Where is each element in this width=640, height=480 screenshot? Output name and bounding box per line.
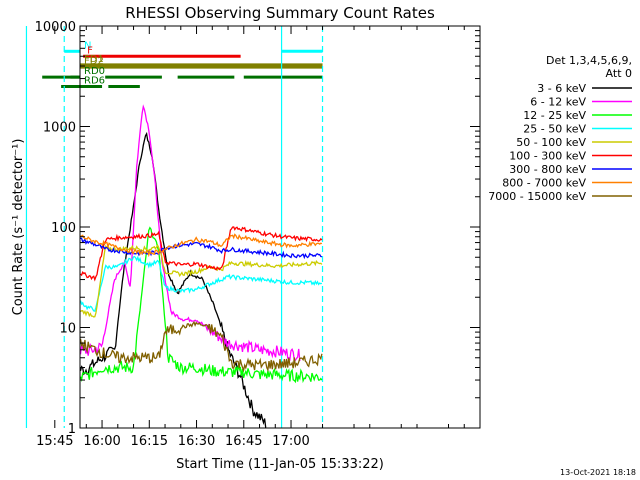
- x-axis-label: Start Time (11-Jan-05 15:33:22): [176, 457, 384, 472]
- x-tick-label: 16:15: [131, 434, 168, 449]
- legend-entry-label: 12 - 25 keV: [523, 109, 586, 122]
- y-tick-label: 10000: [35, 20, 76, 35]
- series-line-7000-15000-kev: [79, 320, 323, 373]
- flag-label-fd1: FD1: [84, 54, 104, 65]
- flag-label-f: F: [87, 45, 93, 56]
- x-axis: 15:45 16:00 16:15 16:30 16:45 17:00: [36, 26, 465, 449]
- chart-title: RHESSI Observing Summary Count Rates: [125, 4, 435, 22]
- series-line-3-6-kev: [79, 131, 267, 428]
- x-tick-label: 16:45: [225, 434, 262, 449]
- x-tick-label: 17:00: [272, 434, 309, 449]
- legend-entry-label: 100 - 300 keV: [509, 150, 586, 163]
- y-tick-label: 1: [68, 422, 76, 437]
- flag-label-n: N: [84, 40, 91, 51]
- y-tick-label: 100: [51, 221, 76, 236]
- legend-entry-label: 300 - 800 keV: [509, 163, 586, 176]
- series-line-12-25-kev: [79, 226, 323, 384]
- y-axis: 1 10 100 1000 10000: [35, 20, 480, 437]
- interval-markers: [25, 26, 324, 428]
- series-line-6-12-kev: [79, 104, 301, 362]
- x-tick-label: 16:00: [83, 434, 120, 449]
- x-tick-label: 16:30: [178, 434, 215, 449]
- series-line-100-300-kev: [80, 226, 323, 282]
- y-tick-label: 1000: [43, 121, 76, 136]
- flag-label-fd2: FD2: [84, 56, 104, 67]
- flag-label-rd6: RD6: [84, 76, 105, 87]
- plot-frame: [79, 25, 481, 429]
- legend-entry-label: 50 - 100 keV: [516, 136, 586, 149]
- series-line-50-100-kev: [80, 243, 323, 318]
- footer-timestamp: 13-Oct-2021 18:18: [560, 468, 636, 477]
- x-tick-label: 15:45: [36, 434, 73, 449]
- legend-header: Att 0: [606, 67, 632, 80]
- legend-entry-label: 7000 - 15000 keV: [488, 190, 586, 203]
- legend-entry-label: 6 - 12 keV: [530, 96, 586, 109]
- legend-entry-label: 800 - 7000 keV: [502, 177, 586, 190]
- legend-entry-label: 25 - 50 keV: [523, 123, 586, 136]
- series-line-25-50-kev: [79, 255, 323, 312]
- legend-entry-label: 3 - 6 keV: [537, 82, 586, 95]
- y-axis-label: Count Rate (s⁻¹ detector⁻¹): [11, 139, 26, 316]
- y-tick-label: 10: [59, 322, 76, 337]
- series-lines: [79, 104, 323, 428]
- legend-header: Det 1,3,4,5,6,9,: [546, 54, 632, 67]
- series-line-800-7000-kev: [80, 233, 323, 258]
- flag-label-rd0: RD0: [84, 66, 105, 77]
